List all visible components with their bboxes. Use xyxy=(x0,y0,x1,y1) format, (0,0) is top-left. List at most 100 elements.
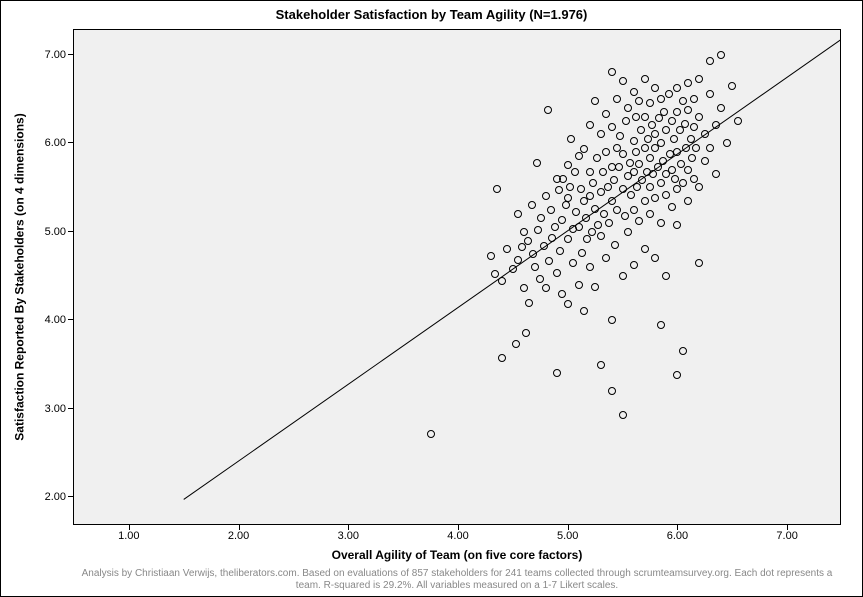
data-point xyxy=(556,247,564,255)
data-point xyxy=(627,191,635,199)
data-point xyxy=(695,113,703,121)
data-point xyxy=(665,90,673,98)
data-point xyxy=(597,361,605,369)
data-point xyxy=(621,212,629,220)
y-tick-mark xyxy=(68,408,74,409)
data-point xyxy=(566,183,574,191)
data-point xyxy=(682,144,690,152)
data-point xyxy=(602,148,610,156)
data-point xyxy=(690,123,698,131)
data-point xyxy=(493,185,501,193)
data-point xyxy=(608,68,616,76)
data-point xyxy=(630,206,638,214)
y-axis-label: Satisfaction Reported By Stakeholders (o… xyxy=(11,29,29,525)
data-point xyxy=(545,257,553,265)
data-point xyxy=(688,154,696,162)
data-point xyxy=(610,176,618,184)
data-point xyxy=(586,263,594,271)
data-point xyxy=(632,113,640,121)
x-tick-label: 4.00 xyxy=(447,530,468,542)
data-point xyxy=(589,179,597,187)
data-point xyxy=(591,205,599,213)
data-point xyxy=(580,145,588,153)
data-point xyxy=(657,179,665,187)
data-point xyxy=(555,186,563,194)
x-tick-label: 7.00 xyxy=(776,530,797,542)
data-point xyxy=(514,210,522,218)
data-point xyxy=(569,259,577,267)
data-point xyxy=(630,261,638,269)
data-point xyxy=(562,201,570,209)
data-point xyxy=(558,216,566,224)
data-point xyxy=(525,299,533,307)
data-point xyxy=(670,135,678,143)
data-point xyxy=(651,194,659,202)
data-point xyxy=(626,159,634,167)
data-point xyxy=(586,121,594,129)
data-point xyxy=(646,154,654,162)
data-point xyxy=(638,176,646,184)
data-point xyxy=(684,106,692,114)
data-point xyxy=(533,159,541,167)
data-point xyxy=(684,197,692,205)
x-tick-label: 1.00 xyxy=(118,530,139,542)
data-point xyxy=(695,259,703,267)
data-point xyxy=(600,210,608,218)
data-point xyxy=(677,160,685,168)
data-point xyxy=(593,154,601,162)
data-point xyxy=(564,194,572,202)
data-point xyxy=(578,249,586,257)
x-axis-label: Overall Agility of Team (on five core fa… xyxy=(73,548,841,562)
data-point xyxy=(604,183,612,191)
data-point xyxy=(657,321,665,329)
data-point xyxy=(630,168,638,176)
data-point xyxy=(522,329,530,337)
data-point xyxy=(706,57,714,65)
trend-line xyxy=(74,30,840,524)
data-point xyxy=(712,121,720,129)
data-point xyxy=(518,243,526,251)
data-point xyxy=(646,210,654,218)
data-point xyxy=(608,387,616,395)
data-point xyxy=(657,219,665,227)
data-point xyxy=(498,277,506,285)
data-point xyxy=(575,223,583,231)
data-point xyxy=(564,300,572,308)
data-point xyxy=(553,369,561,377)
data-point xyxy=(534,226,542,234)
data-point xyxy=(668,166,676,174)
data-point xyxy=(690,175,698,183)
y-tick-mark xyxy=(68,54,74,55)
data-point xyxy=(706,144,714,152)
data-point xyxy=(613,206,621,214)
data-point xyxy=(586,168,594,176)
data-point xyxy=(633,183,641,191)
data-point xyxy=(659,157,667,165)
data-point xyxy=(662,272,670,280)
data-point xyxy=(503,245,511,253)
data-point xyxy=(548,234,556,242)
y-tick-label: 5.00 xyxy=(36,226,66,238)
data-point xyxy=(635,97,643,105)
data-point xyxy=(717,104,725,112)
data-point xyxy=(649,170,657,178)
data-point xyxy=(537,214,545,222)
data-point xyxy=(706,90,714,98)
data-point xyxy=(662,126,670,134)
data-point xyxy=(681,120,689,128)
data-point xyxy=(594,221,602,229)
data-point xyxy=(679,347,687,355)
data-point xyxy=(498,354,506,362)
data-point xyxy=(553,269,561,277)
data-point xyxy=(608,123,616,131)
data-point xyxy=(679,179,687,187)
data-point xyxy=(551,223,559,231)
data-point xyxy=(734,117,742,125)
data-point xyxy=(641,113,649,121)
data-point xyxy=(619,185,627,193)
data-point xyxy=(520,284,528,292)
data-point xyxy=(588,228,596,236)
y-tick-label: 6.00 xyxy=(36,137,66,149)
data-point xyxy=(646,99,654,107)
data-point xyxy=(591,97,599,105)
